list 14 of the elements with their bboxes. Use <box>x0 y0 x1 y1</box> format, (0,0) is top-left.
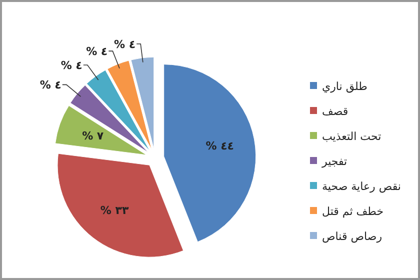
legend-label: طلق ناري <box>322 80 368 93</box>
data-label: % ٤ <box>40 78 62 92</box>
data-label: % ٤ <box>114 38 136 51</box>
legend-label: رصاص قناص <box>322 230 382 243</box>
legend-label: نقص رعاية صحية <box>322 180 401 193</box>
legend-label: خطف ثم قتل <box>322 205 384 218</box>
data-label: % ٤٤ <box>206 140 234 153</box>
data-label: % ٤ <box>60 58 82 72</box>
legend-label: تحت التعذيب <box>322 130 382 143</box>
data-label: % ٧ <box>82 130 104 143</box>
legend-label: تفجير <box>321 155 348 168</box>
legend-label: قصف <box>322 105 348 118</box>
data-label: % ٣٣ <box>100 204 129 218</box>
data-label: % ٤ <box>86 45 108 58</box>
